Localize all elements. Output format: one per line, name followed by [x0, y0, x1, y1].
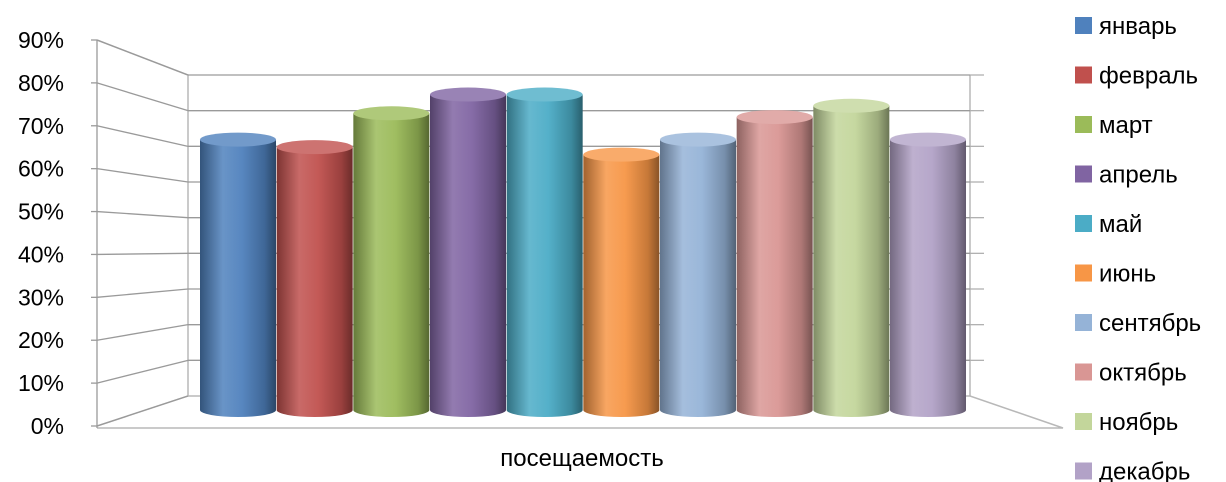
bar-март	[353, 113, 430, 418]
side-gridline	[96, 125, 189, 147]
legend-label-апрель: апрель	[1099, 162, 1178, 189]
legend-label-ноябрь: ноябрь	[1099, 409, 1178, 436]
side-gridline	[96, 168, 189, 183]
legend-swatch-сентябрь	[1075, 314, 1092, 331]
bar-top-январь	[200, 132, 276, 147]
y-tick-label: 80%	[18, 70, 64, 96]
side-gridline	[96, 395, 189, 427]
y-tick-label: 70%	[18, 113, 64, 139]
side-gridline	[96, 39, 189, 76]
legend-label-январь: январь	[1099, 13, 1177, 40]
side-gridline	[96, 324, 189, 341]
bar-апрель	[430, 94, 506, 418]
side-gridline	[96, 210, 189, 219]
bar-октябрь	[736, 117, 813, 418]
legend-label-май: май	[1099, 211, 1142, 238]
bar-январь	[200, 139, 276, 417]
bar-сентябрь	[660, 139, 736, 417]
y-tick-label: 0%	[31, 413, 64, 439]
legend-swatch-октябрь	[1075, 363, 1092, 381]
legend-swatch-апрель	[1075, 165, 1092, 183]
bar-февраль	[276, 147, 353, 417]
x-axis: посещаемость	[500, 445, 663, 472]
legend-label-февраль: февраль	[1099, 63, 1198, 90]
side-gridline	[96, 288, 189, 298]
bar-top-февраль	[276, 140, 353, 155]
bar-top-ноябрь	[813, 98, 890, 113]
legend-swatch-ноябрь	[1075, 413, 1092, 430]
y-tick-label: 50%	[18, 199, 64, 225]
bars	[200, 87, 966, 418]
side-gridline	[96, 82, 189, 112]
bar-ноябрь	[813, 105, 890, 418]
bar-top-апрель	[430, 87, 506, 102]
bar-top-июнь	[583, 147, 660, 162]
legend: январь февраль март апрель май июнь сентябрь ок…	[1075, 13, 1201, 482]
bar-декабрь	[890, 139, 966, 417]
bar-top-октябрь	[736, 110, 813, 125]
legend-swatch-декабрь	[1075, 462, 1092, 480]
legend-swatch-март	[1075, 116, 1092, 133]
bar-июнь	[583, 154, 660, 417]
legend-label-сентябрь: сентябрь	[1099, 310, 1201, 337]
y-tick-label: 10%	[18, 370, 64, 396]
bar-top-декабрь	[890, 132, 966, 147]
legend-swatch-май	[1075, 215, 1092, 232]
side-gridline	[96, 359, 189, 384]
legend-swatch-январь	[1075, 17, 1092, 34]
side-gridline	[96, 252, 189, 256]
y-tick-label: 90%	[18, 27, 64, 53]
legend-label-декабрь: декабрь	[1099, 459, 1190, 482]
legend-label-март: март	[1099, 112, 1153, 139]
legend-label-июнь: июнь	[1099, 261, 1156, 288]
legend-swatch-февраль	[1075, 66, 1092, 84]
y-axis: 0% 10% 20% 30% 40% 50% 60% 70% 80% 90%	[18, 27, 98, 439]
bar-top-сентябрь	[660, 132, 736, 147]
bar-top-май	[506, 87, 583, 102]
bar-май	[506, 94, 583, 418]
y-tick-label: 20%	[18, 327, 64, 353]
y-tick-label: 40%	[18, 241, 64, 267]
legend-swatch-июнь	[1075, 264, 1092, 282]
y-tick-label: 60%	[18, 156, 64, 182]
category-label: посещаемость	[500, 445, 663, 472]
legend-label-октябрь: октябрь	[1099, 360, 1187, 387]
y-tick-label: 30%	[18, 284, 64, 310]
bar-top-март	[353, 106, 430, 121]
side-wall	[96, 39, 189, 427]
